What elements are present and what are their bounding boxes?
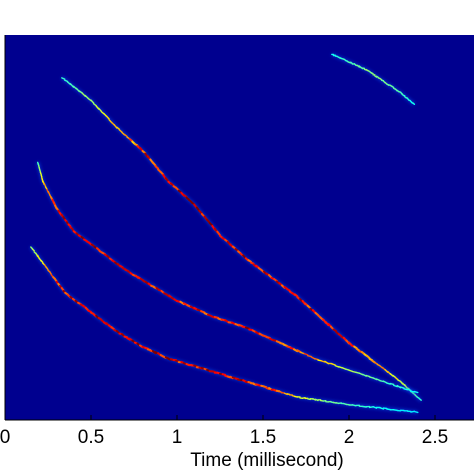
trace-segment bbox=[118, 129, 123, 133]
trace-segment bbox=[39, 169, 41, 173]
trace-segment bbox=[374, 361, 379, 365]
trace-segment bbox=[413, 410, 419, 414]
trace-segment bbox=[144, 346, 149, 350]
trace-segment bbox=[63, 79, 69, 83]
trace-segment bbox=[372, 406, 378, 409]
trace-segment bbox=[306, 304, 312, 310]
trace-segment bbox=[286, 393, 291, 396]
trace-segment bbox=[92, 102, 97, 107]
trace-segment bbox=[211, 370, 216, 373]
trace-segment bbox=[60, 287, 65, 292]
trace-segment bbox=[40, 172, 42, 176]
trace-segment bbox=[399, 386, 405, 389]
trace-segment bbox=[154, 165, 160, 170]
trace-segment bbox=[296, 349, 302, 354]
trace-segment bbox=[49, 270, 53, 276]
x-tick-label: 2.5 bbox=[422, 427, 448, 448]
trace-segment bbox=[40, 259, 44, 264]
trace-segment bbox=[247, 259, 252, 263]
trace-segment bbox=[170, 182, 175, 187]
trace-segment bbox=[198, 209, 203, 215]
trace-segment bbox=[418, 397, 422, 401]
trace-segment bbox=[139, 277, 145, 282]
trace-segment bbox=[307, 355, 312, 358]
x-axis-label: Time (millisecond) bbox=[190, 450, 343, 471]
trace-2 bbox=[36, 161, 419, 395]
trace-segment bbox=[31, 248, 35, 252]
trace-segment bbox=[413, 390, 419, 394]
trace-segment bbox=[182, 194, 188, 198]
x-tick-label: 2 bbox=[344, 427, 355, 448]
trace-segment bbox=[307, 398, 311, 401]
trace-segment bbox=[43, 182, 47, 188]
trace-segment bbox=[250, 261, 255, 265]
trace-segment bbox=[350, 61, 354, 65]
trace-segment bbox=[382, 380, 388, 384]
trace-segment bbox=[193, 364, 198, 368]
trace-segment bbox=[370, 72, 374, 75]
trace-segment bbox=[375, 75, 379, 79]
trace-segment bbox=[119, 264, 124, 269]
trace-segment bbox=[216, 230, 221, 237]
trace-segment bbox=[45, 266, 49, 271]
x-axis-ticks: 0 0.5 1 1.5 2 2.5 bbox=[0, 415, 448, 448]
x-tick-label: 0.5 bbox=[78, 427, 104, 448]
trace-segment bbox=[391, 85, 395, 89]
x-tick-label: 0 bbox=[0, 427, 10, 448]
trace-segment bbox=[105, 115, 110, 120]
trace-segment bbox=[365, 374, 371, 378]
trace-segment bbox=[244, 326, 251, 330]
trace-segment bbox=[123, 133, 128, 138]
trace-segment bbox=[84, 94, 89, 99]
trace-segment bbox=[141, 150, 147, 154]
trace-segment bbox=[151, 161, 157, 167]
trace-segment bbox=[221, 373, 227, 376]
trace-segment bbox=[375, 378, 381, 382]
trace-segment bbox=[320, 360, 326, 363]
trace-segment bbox=[406, 388, 412, 392]
trace-segment bbox=[265, 336, 271, 339]
trace-segment bbox=[87, 309, 92, 313]
trace-segment bbox=[80, 235, 86, 240]
spectral-traces bbox=[29, 52, 423, 414]
trace-segment bbox=[379, 407, 385, 410]
trace-segment bbox=[200, 310, 206, 314]
trace-3 bbox=[29, 245, 419, 414]
trace-segment bbox=[412, 392, 416, 396]
x-tick-label: 1.5 bbox=[250, 427, 276, 448]
x-tick-label: 1 bbox=[172, 427, 183, 448]
trace-segment bbox=[44, 186, 48, 190]
trace-segment bbox=[331, 363, 336, 366]
trace-segment bbox=[90, 99, 95, 104]
trace-segment bbox=[374, 75, 378, 78]
trace-segment bbox=[303, 352, 309, 356]
trace-segment bbox=[394, 376, 399, 381]
trace-segment bbox=[313, 358, 319, 361]
trace-segment bbox=[412, 102, 416, 106]
trace-segment bbox=[40, 174, 43, 178]
plot-area bbox=[5, 35, 474, 420]
trace-segment bbox=[61, 77, 66, 80]
trace-segment bbox=[301, 397, 306, 399]
trace-segment bbox=[110, 326, 116, 331]
trace-segment bbox=[133, 143, 139, 147]
trace-segment bbox=[332, 328, 338, 332]
trace-4 bbox=[331, 52, 416, 106]
trace-segment bbox=[393, 384, 398, 388]
trace-segment bbox=[67, 223, 72, 228]
trace-segment bbox=[97, 107, 103, 112]
trace-segment bbox=[116, 126, 121, 131]
trace-segment bbox=[379, 77, 383, 81]
trace-1 bbox=[60, 76, 423, 402]
trace-segment bbox=[286, 288, 291, 292]
trace-segment bbox=[213, 315, 220, 319]
trace-segment bbox=[293, 293, 299, 298]
trace-segment bbox=[356, 64, 360, 68]
trace-segment bbox=[389, 382, 395, 386]
